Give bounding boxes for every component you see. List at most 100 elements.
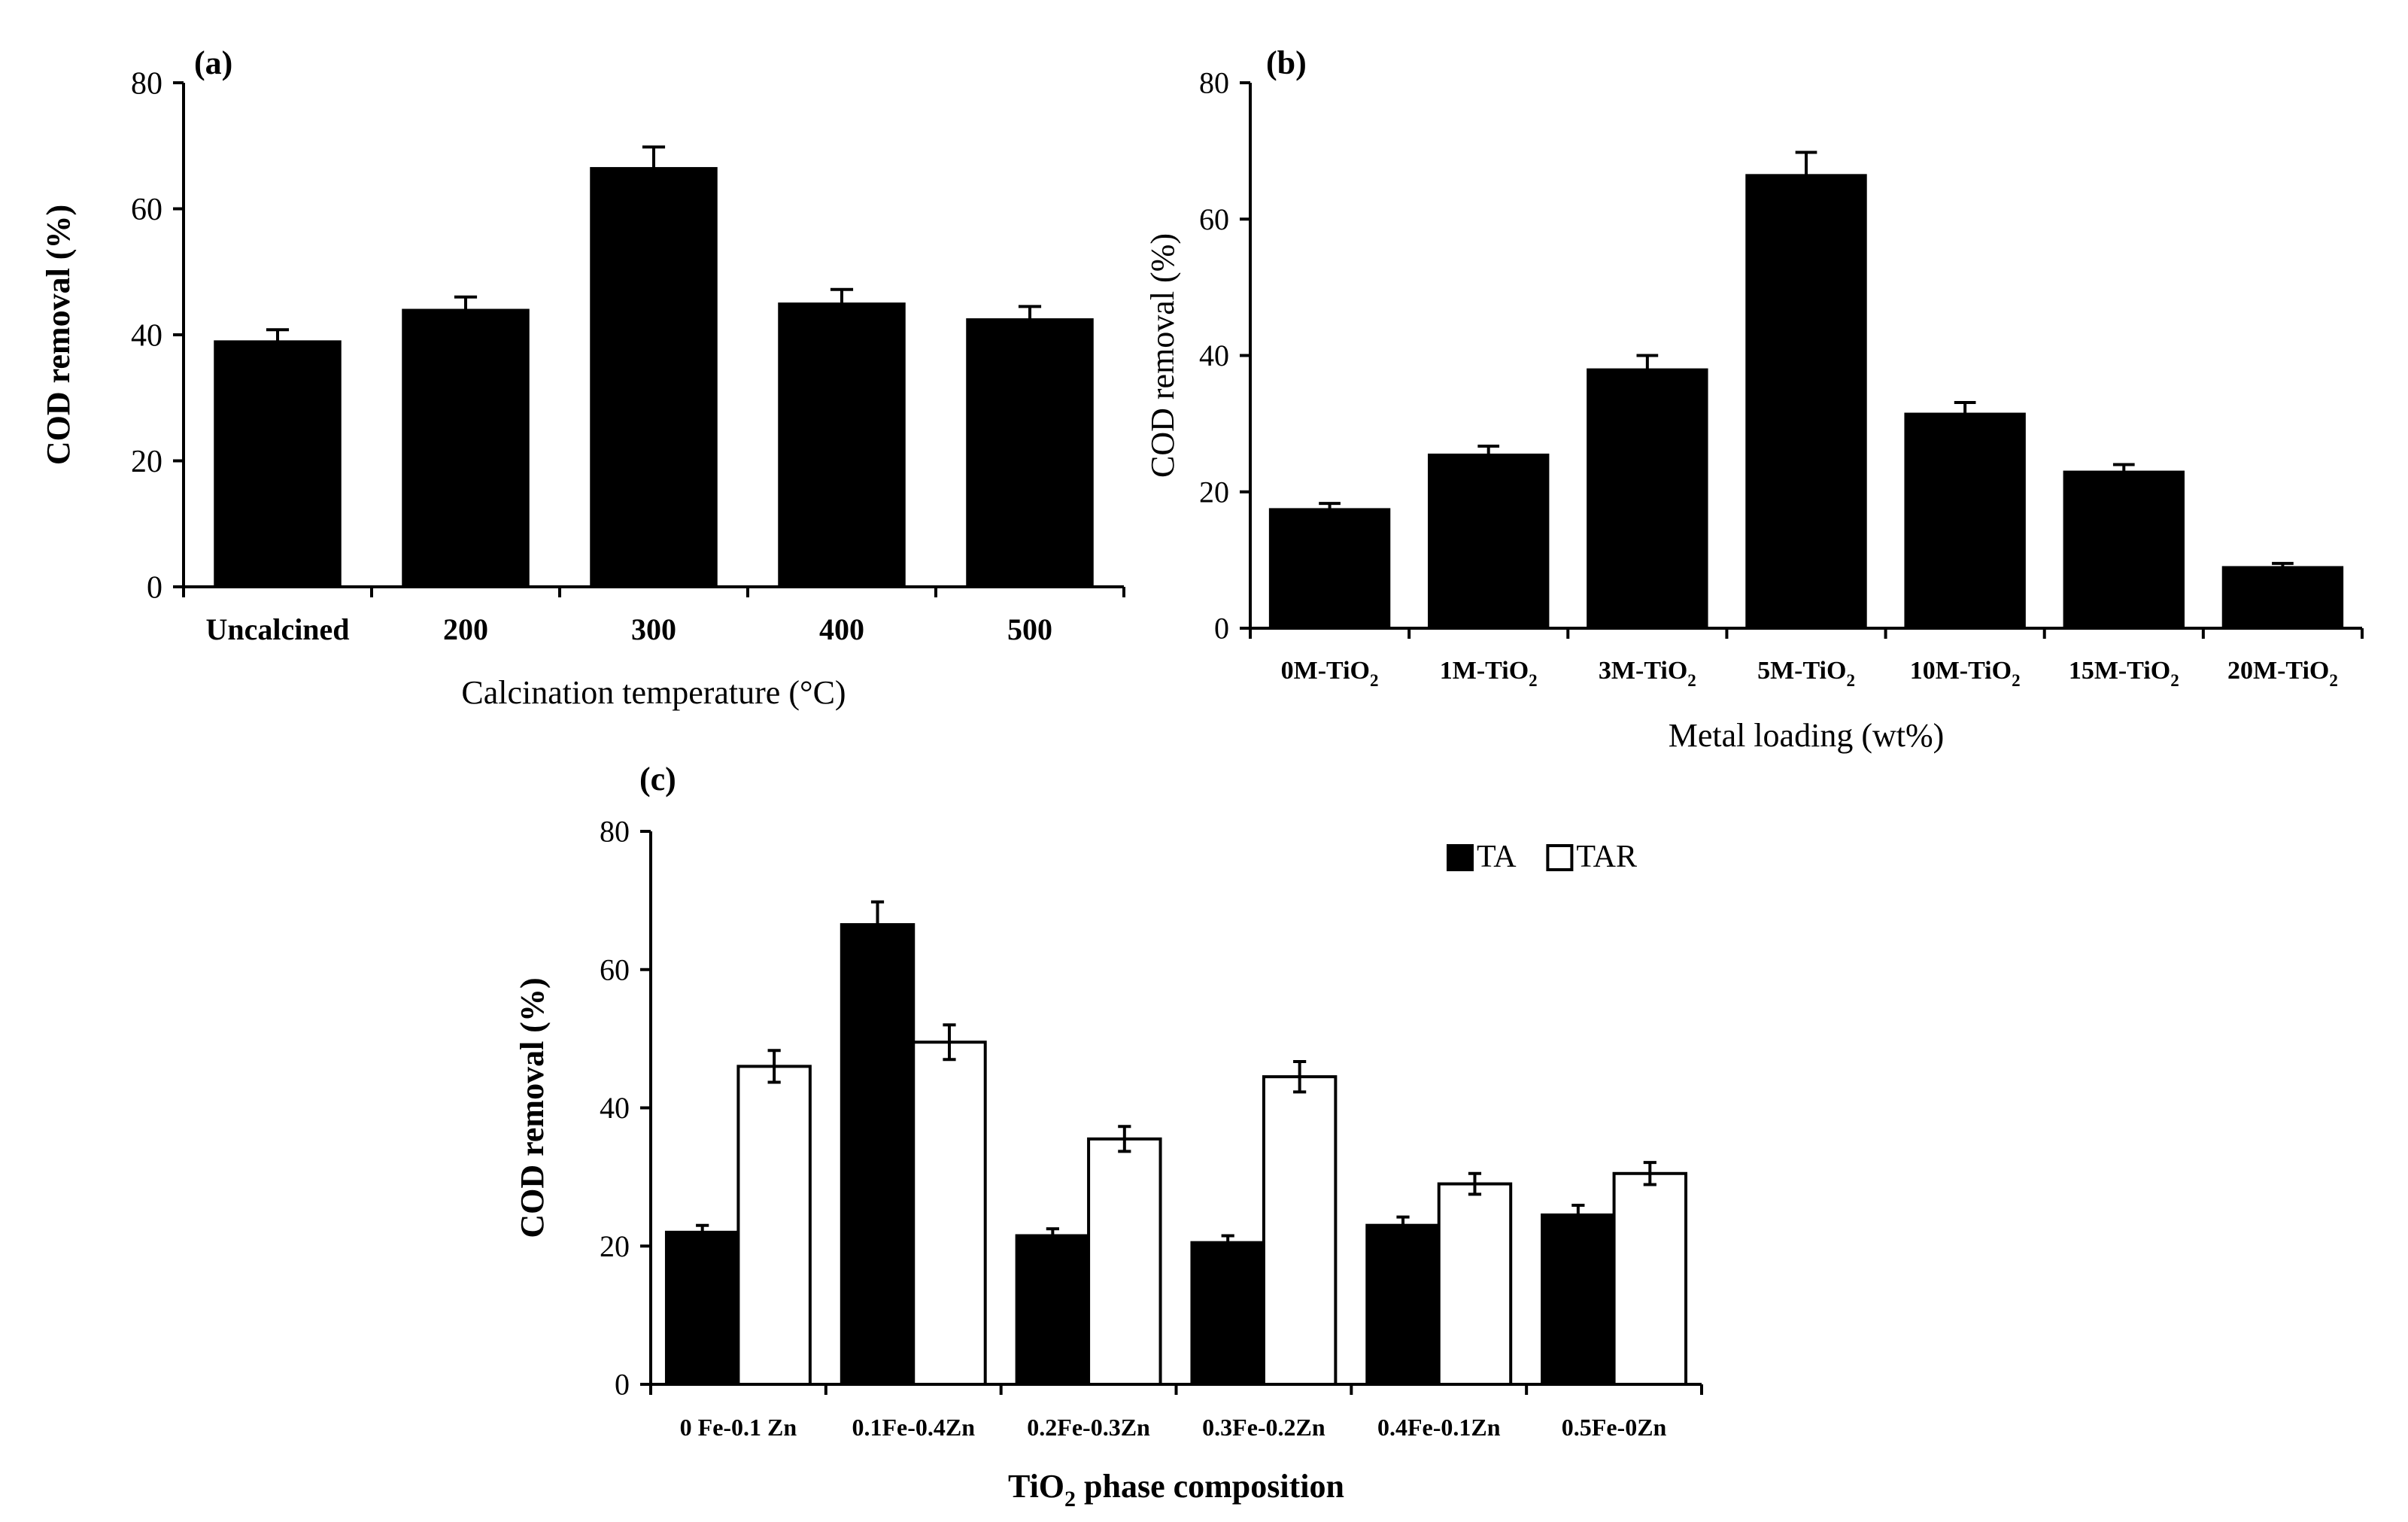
chart-panel-2: (c) 0 20 40 60 80 0 Fe-0.1 Zn 0.1Fe-0.4Zn 0.2Fe-… [514,761,1703,1511]
error-bar [2112,463,2135,480]
error-bar [1221,1234,1234,1251]
x-tick-label: 0.2Fe-0.3Zn [1027,1414,1150,1441]
label-subscript: 2 [1064,1487,1076,1511]
label-base: 3M-TiO [1599,657,1687,685]
bar-tar [1612,1171,1688,1386]
x-tick-label: 200 [443,612,488,646]
bar-ta [840,923,916,1386]
bar-tar [912,1040,987,1386]
y-tick-label: 80 [131,66,162,101]
x-axis-label: Calcination temperature (°C) [461,674,846,711]
chart-panel-0: (a) 0 20 40 60 80 Uncalcined 200 300 400 500 Calcin… [40,44,1125,711]
legend-label-tar: TAR [1576,840,1637,874]
legend-swatch-ta [1447,844,1474,871]
error-bar [696,1223,709,1241]
y-axis-label: COD removal (%) [40,205,77,465]
x-tick-label: 3M-TiO2 [1599,657,1696,690]
label-subscript: 2 [2329,671,2338,690]
bar-tar [736,1065,812,1386]
x-axis-label: TiO2 phase composition [1008,1468,1344,1511]
bar [2221,566,2344,629]
label-base: 1M-TiO [1440,657,1529,685]
label-base: 15M-TiO [2069,657,2170,685]
label-base: 20M-TiO [2227,657,2329,685]
x-tick-label: 0 Fe-0.1 Zn [680,1414,797,1441]
error-bar [1643,1161,1656,1186]
panel-label: (c) [639,761,676,797]
error-bar [830,287,854,319]
label-base: 0M-TiO [1281,657,1370,685]
panel-label: (b) [1266,44,1307,81]
y-tick-label: 0 [147,570,162,605]
bar [1428,453,1550,629]
label-subscript: 2 [2170,671,2179,690]
bar [966,318,1094,588]
panel-label: (a) [194,44,232,81]
y-tick-label: 0 [1214,612,1229,646]
bar-ta [1365,1223,1441,1386]
error-bar [1954,401,1976,427]
x-tick-label: 400 [819,612,864,646]
y-tick-label: 0 [615,1368,630,1402]
bar [778,302,906,588]
y-tick-label: 80 [1199,66,1229,100]
legend-swatch-tar [1546,844,1574,871]
x-tick-label: 0.3Fe-0.2Zn [1202,1414,1325,1441]
x-tick-label: 20M-TiO2 [2227,657,2338,690]
error-bar [1396,1215,1410,1235]
error-bar [870,900,885,949]
y-tick-label: 60 [600,952,630,986]
x-tick-label: 300 [631,612,676,646]
legend-label-ta: TA [1477,840,1517,874]
error-bar [767,1049,781,1084]
y-tick-label: 20 [1199,475,1229,509]
x-tick-label: 0.5Fe-0Zn [1562,1414,1667,1441]
error-bar [1571,1204,1585,1226]
label-base: 10M-TiO [1910,657,2012,685]
label-subscript: 2 [1687,671,1696,690]
error-bar [1477,445,1500,464]
bar-ta [1015,1234,1091,1386]
error-bar [2272,561,2294,572]
y-tick-label: 60 [1199,202,1229,236]
y-tick-label: 60 [131,193,162,227]
y-tick-label: 40 [1199,339,1229,372]
error-bar [1118,1125,1131,1153]
error-bar [943,1023,956,1062]
error-bar [1319,502,1341,516]
label-base: 5M-TiO [1757,657,1846,685]
error-bar [1293,1059,1307,1094]
label-base: TiO [1008,1468,1064,1505]
bar [2063,470,2185,629]
bar-ta [1190,1241,1265,1386]
bar-tar [1262,1075,1338,1386]
label-subscript: 2 [1529,671,1538,690]
error-bar [1636,354,1659,384]
x-tick-label: 0.1Fe-0.4Zn [852,1414,975,1441]
y-axis-label: COD removal (%) [514,977,551,1238]
x-tick-label: 1M-TiO2 [1440,657,1538,690]
bar [214,340,342,588]
label-subscript: 2 [2012,671,2021,690]
y-tick-label: 20 [131,445,162,479]
y-tick-label: 40 [600,1091,630,1125]
bar [402,308,530,588]
bar [590,167,718,588]
error-bar [1046,1227,1059,1244]
bar [1268,508,1391,629]
error-bar [1795,150,1817,199]
error-bar [266,328,290,354]
x-tick-label: Uncalcined [205,612,349,646]
x-axis-label: Metal loading (wt%) [1669,717,1945,754]
x-tick-label: 15M-TiO2 [2069,657,2179,690]
error-bar [642,145,666,190]
error-bar [454,295,478,324]
y-tick-label: 40 [131,318,162,353]
bar [1904,412,2026,629]
y-axis-label: COD removal (%) [1144,233,1181,478]
x-tick-label: 0M-TiO2 [1281,657,1379,690]
y-tick-label: 80 [600,815,630,849]
label-subscript: 2 [1370,671,1379,690]
